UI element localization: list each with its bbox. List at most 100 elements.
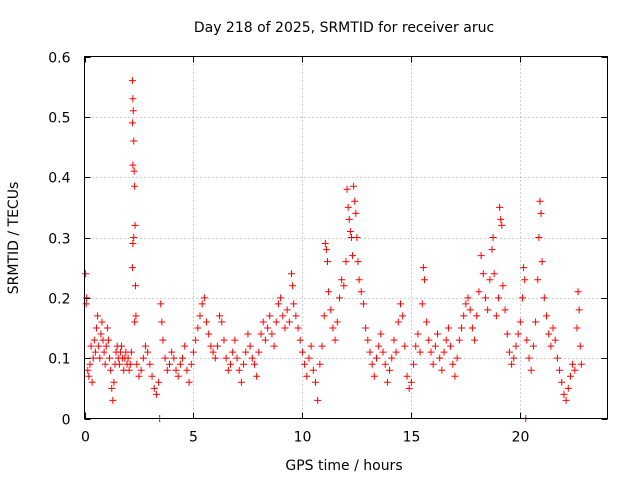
data-point [375,342,383,350]
data-point [229,348,237,356]
data-point [101,360,109,368]
data-point [429,360,437,368]
data-point [449,360,457,368]
data-point [542,312,550,320]
data-point [368,360,376,368]
data-point [473,312,481,320]
data-point [102,342,110,350]
data-point [89,354,97,362]
data-point [343,185,351,193]
data-point [510,354,518,362]
data-point [307,342,315,350]
data-point [551,336,559,344]
data-point [133,360,141,368]
data-point [352,209,360,217]
data-point [486,276,494,284]
data-point [536,197,544,205]
data-point [549,324,557,332]
data-point [198,300,206,308]
data-point [279,312,287,320]
data-point [103,324,111,332]
data-point [484,306,492,314]
data-point [161,354,169,362]
data-point [129,107,137,115]
data-points [82,77,585,422]
data-point [266,312,274,320]
data-point [342,258,350,266]
data-point [414,330,422,338]
data-point [98,318,106,326]
y-tick-label: 0.3 [48,232,70,248]
data-point [142,342,150,350]
data-point [322,246,330,254]
data-point [366,348,374,356]
data-point [316,360,324,368]
data-point [331,336,339,344]
x-tick-label: 20 [512,430,530,446]
data-point [405,384,413,392]
data-point [373,354,381,362]
data-point [497,215,505,223]
data-point [150,384,158,392]
data-point [248,354,256,362]
data-point [82,300,90,308]
data-point [128,264,136,272]
data-point [390,336,398,344]
data-point [377,330,385,338]
data-point [84,366,92,374]
data-point [534,276,542,284]
data-point [224,366,232,374]
data-point [277,294,285,302]
data-point [345,215,353,223]
data-point [168,348,176,356]
data-point [521,276,529,284]
data-point [181,342,189,350]
data-point [381,360,389,368]
data-point [126,360,134,368]
data-point [135,372,143,380]
data-point [464,294,472,302]
data-point [516,318,524,326]
data-point [235,366,243,374]
data-point [296,336,304,344]
data-point [577,360,585,368]
data-point [394,318,402,326]
x-tick-label: 10 [294,430,312,446]
data-point [471,336,479,344]
data-point [327,306,335,314]
data-point [165,360,173,368]
data-point [335,294,343,302]
data-point [344,203,352,211]
data-point [558,378,566,386]
data-point [125,366,133,374]
data-point [115,360,123,368]
data-point [170,354,178,362]
data-point [192,336,200,344]
data-point [576,342,584,350]
data-point [575,306,583,314]
data-point [253,372,261,380]
data-point [370,372,378,380]
data-point [488,246,496,254]
data-point [127,348,135,356]
data-point [321,240,329,248]
data-point [501,306,509,314]
x-tick-label: 5 [189,430,198,446]
y-axis-label: SRMTID / TECUs [6,182,22,295]
data-point [231,336,239,344]
data-point [274,300,282,308]
data-point [512,342,520,350]
data-point [514,330,522,338]
data-point [537,209,545,217]
data-point [139,354,147,362]
data-point [425,336,433,344]
data-point [131,318,139,326]
data-point [285,318,293,326]
data-point [354,258,362,266]
data-point [187,360,195,368]
chart-title: Day 218 of 2025, SRMTID for receiver aru… [194,20,494,36]
data-point [290,300,298,308]
data-point [442,336,450,344]
data-point [85,372,93,380]
data-point [477,252,485,260]
